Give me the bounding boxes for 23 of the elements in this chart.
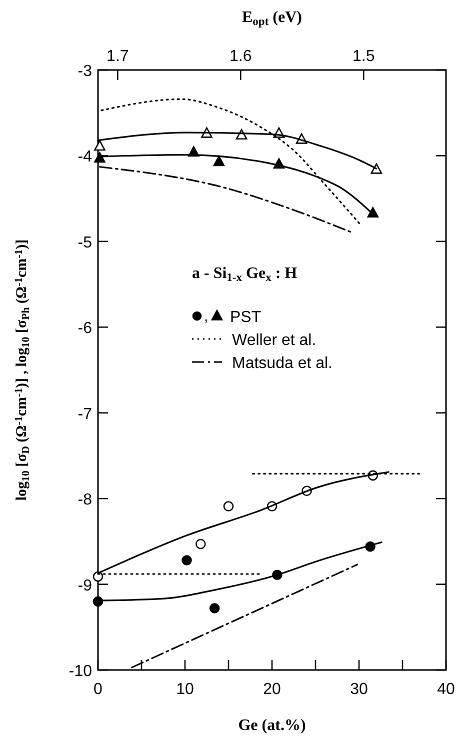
legend-label: Weller et al. [232,332,316,349]
y-tick-label: -7 [78,406,92,423]
x2-axis-title: E$_{opt}$ (eV) [242,9,302,28]
y-tick-label: -8 [78,492,92,509]
x2-tick-label: 1.5 [352,48,375,65]
legend-title: a - Si$_{1-x}$ Ge$_{x}$ : H [192,265,298,284]
x-tick-label: 20 [263,681,281,698]
y-tick-label: -4 [78,148,92,166]
x-axis-title: Ge (at.%) [238,717,306,734]
y-tick-label: -5 [78,234,92,252]
legend-label: Matsuda et al. [232,355,332,372]
x-tick-label: 0 [94,681,103,698]
x2-tick-label: 1.6 [230,48,252,65]
y-tick-label: -6 [78,320,92,338]
legend-label: PST [230,309,262,326]
x2-tick-label: 1.7 [106,48,129,65]
x-tick-label: 30 [350,681,368,698]
y-tick-label: -9 [78,577,92,594]
annotation: , [204,308,208,325]
x-tick-label: 40 [437,681,455,698]
y-tick-label: -3 [78,63,92,80]
y-tick-label: -10 [68,663,92,680]
x-tick-label: 10 [176,681,194,698]
